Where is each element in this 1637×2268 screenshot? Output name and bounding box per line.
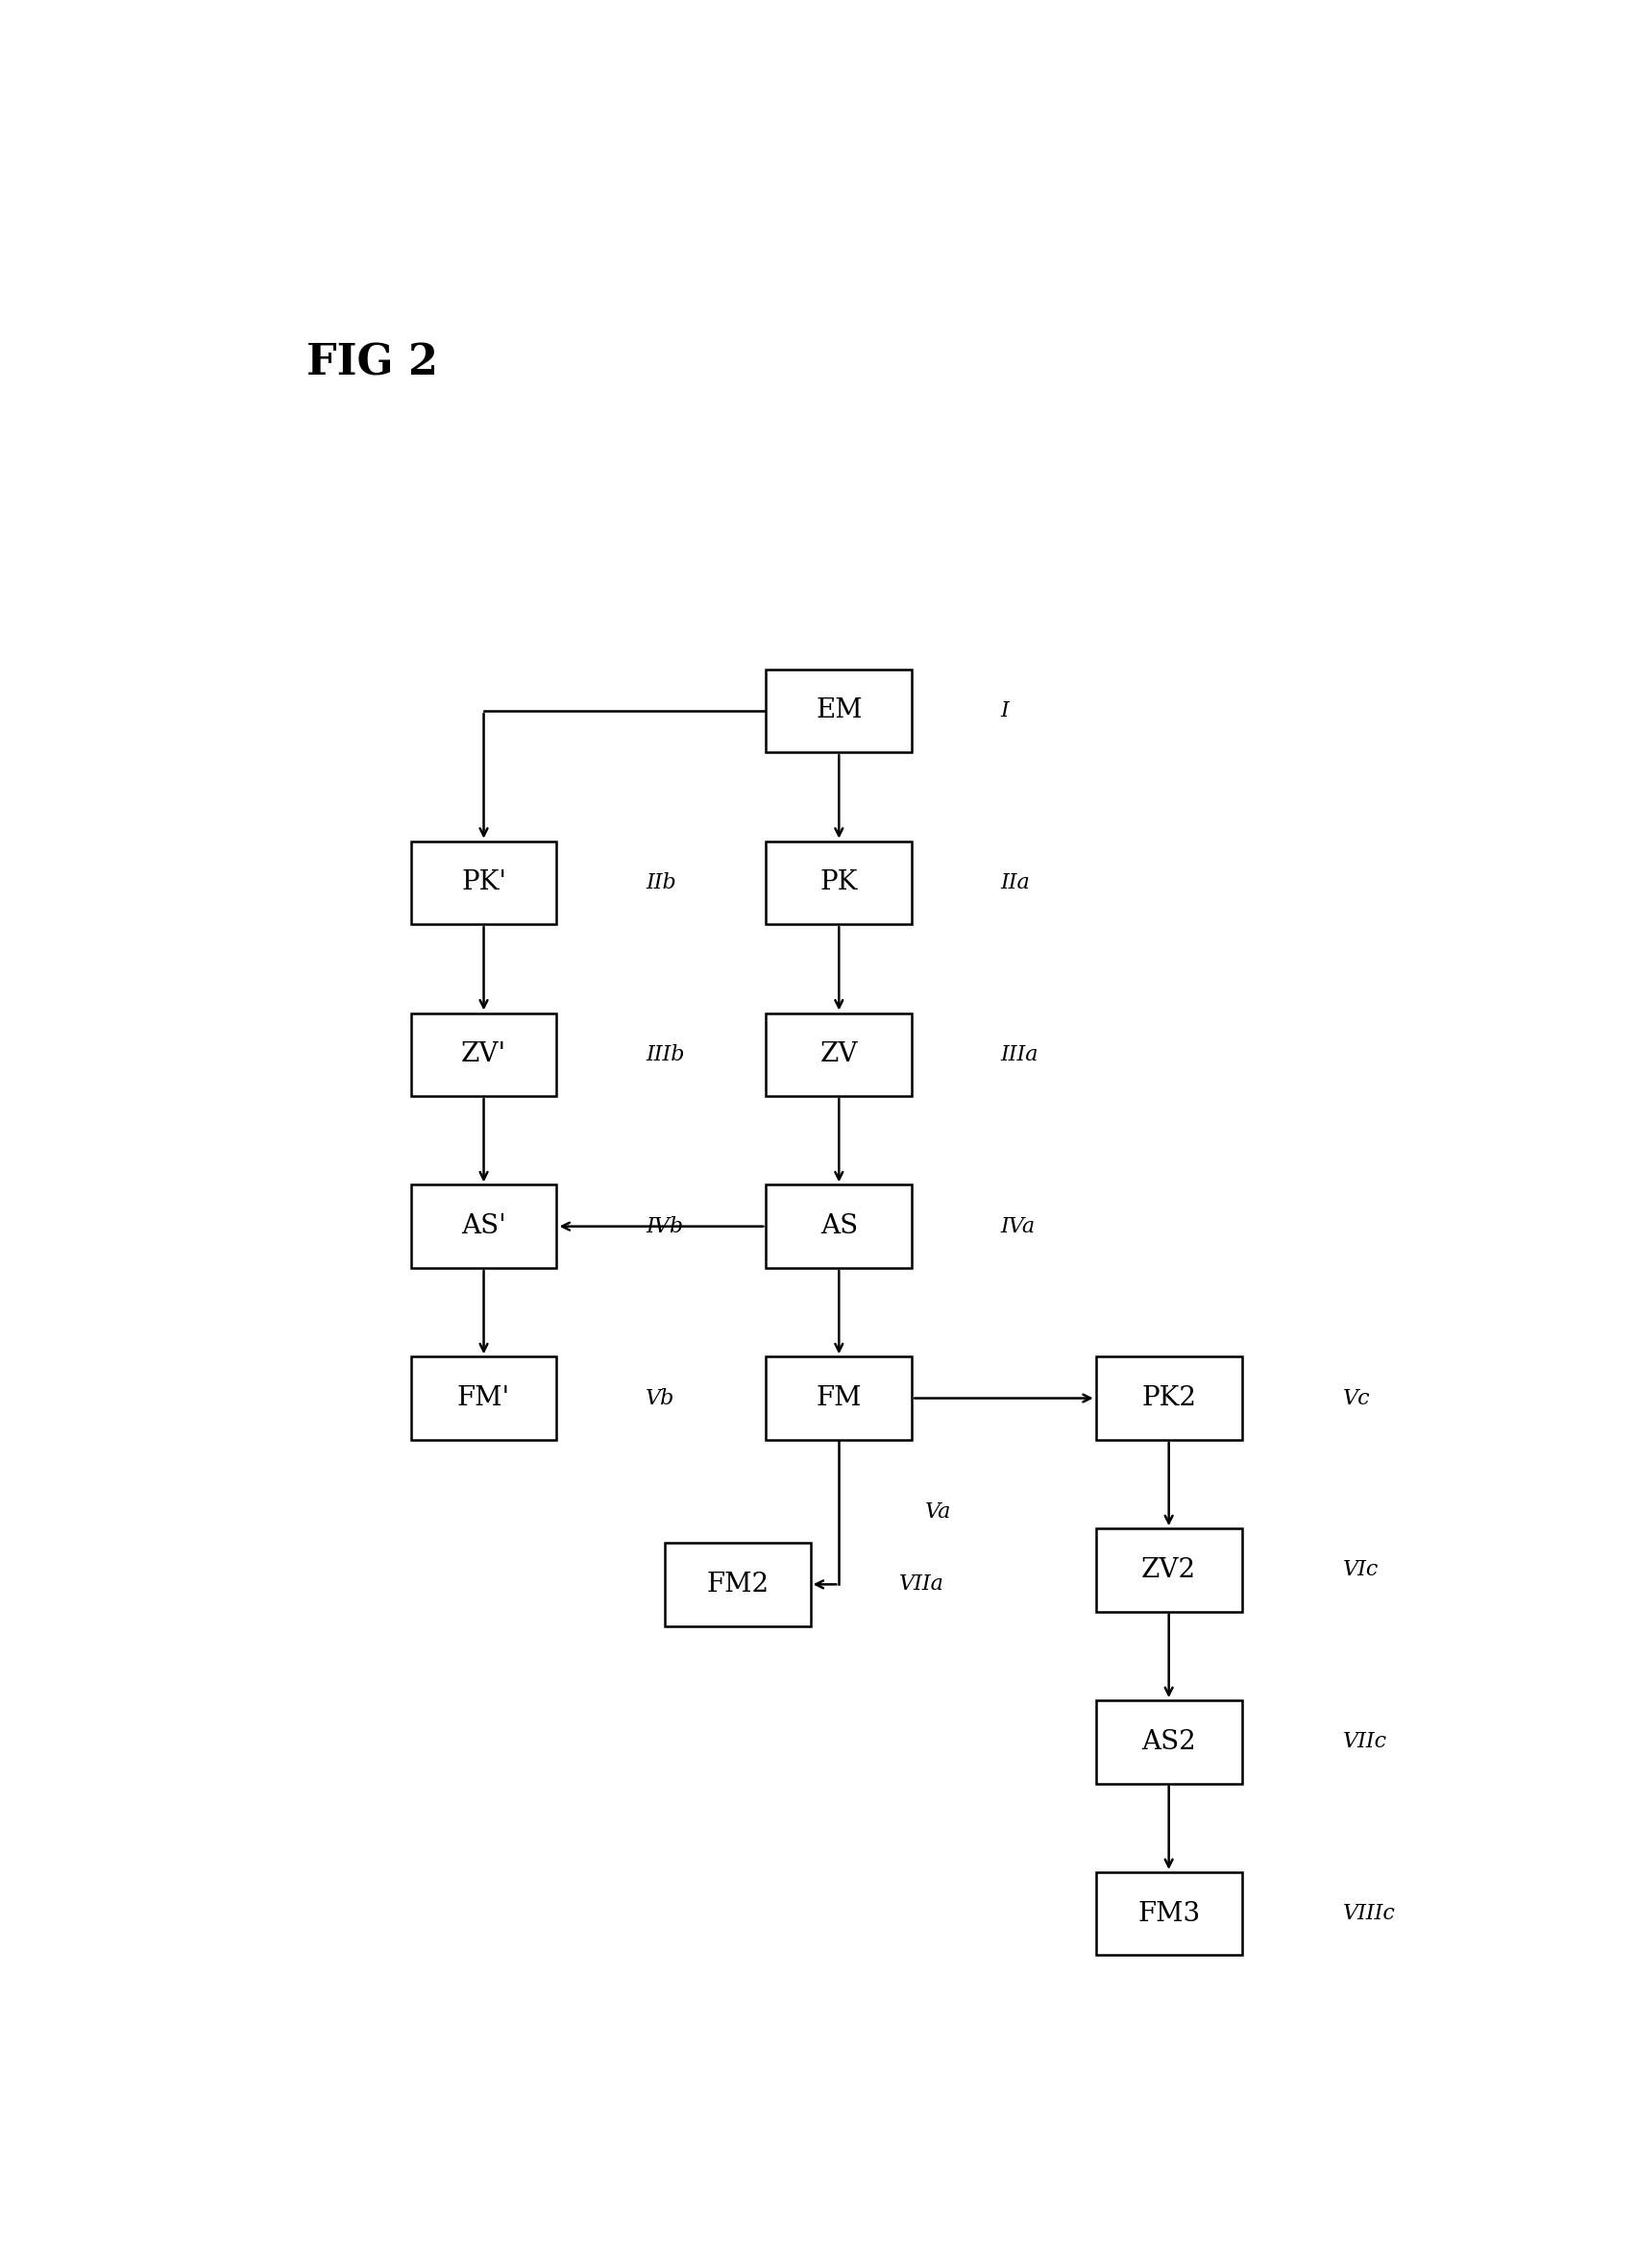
Bar xyxy=(1095,1356,1242,1440)
Bar xyxy=(766,1356,912,1440)
Text: AS: AS xyxy=(820,1213,858,1238)
Text: Vc: Vc xyxy=(1344,1388,1370,1408)
Bar xyxy=(411,841,557,925)
Text: ZV': ZV' xyxy=(462,1041,506,1068)
Text: IVb: IVb xyxy=(645,1216,683,1236)
Text: Vb: Vb xyxy=(645,1388,674,1408)
Text: EM: EM xyxy=(815,699,863,723)
Text: FM': FM' xyxy=(457,1386,511,1411)
Text: FM3: FM3 xyxy=(1138,1901,1200,1928)
Text: IIa: IIa xyxy=(1000,873,1030,894)
Bar xyxy=(411,1356,557,1440)
Bar xyxy=(665,1542,810,1626)
Bar xyxy=(766,841,912,925)
Bar xyxy=(766,1184,912,1268)
Text: ZV2: ZV2 xyxy=(1141,1558,1197,1583)
Text: IIb: IIb xyxy=(645,873,676,894)
Text: PK: PK xyxy=(820,869,858,896)
Text: FM2: FM2 xyxy=(706,1572,769,1597)
Bar xyxy=(1095,1701,1242,1783)
Text: Va: Va xyxy=(925,1501,951,1522)
Text: I: I xyxy=(1000,701,1008,721)
Text: AS': AS' xyxy=(462,1213,506,1238)
Text: FIG 2: FIG 2 xyxy=(306,342,437,383)
Text: PK': PK' xyxy=(462,869,506,896)
Text: IIIb: IIIb xyxy=(645,1043,684,1066)
Bar xyxy=(1095,1529,1242,1613)
Text: IIIa: IIIa xyxy=(1000,1043,1038,1066)
Bar xyxy=(411,1014,557,1095)
Bar xyxy=(1095,1871,1242,1955)
Text: ZV: ZV xyxy=(820,1041,858,1068)
Text: VIIc: VIIc xyxy=(1344,1730,1388,1753)
Text: IVa: IVa xyxy=(1000,1216,1036,1236)
Text: FM: FM xyxy=(817,1386,861,1411)
Bar xyxy=(766,1014,912,1095)
Text: VIIa: VIIa xyxy=(899,1574,945,1594)
Text: AS2: AS2 xyxy=(1141,1728,1197,1755)
Text: PK2: PK2 xyxy=(1141,1386,1197,1411)
Text: VIIIc: VIIIc xyxy=(1344,1903,1396,1923)
Bar xyxy=(766,669,912,753)
Text: VIc: VIc xyxy=(1344,1560,1378,1581)
Bar xyxy=(411,1184,557,1268)
